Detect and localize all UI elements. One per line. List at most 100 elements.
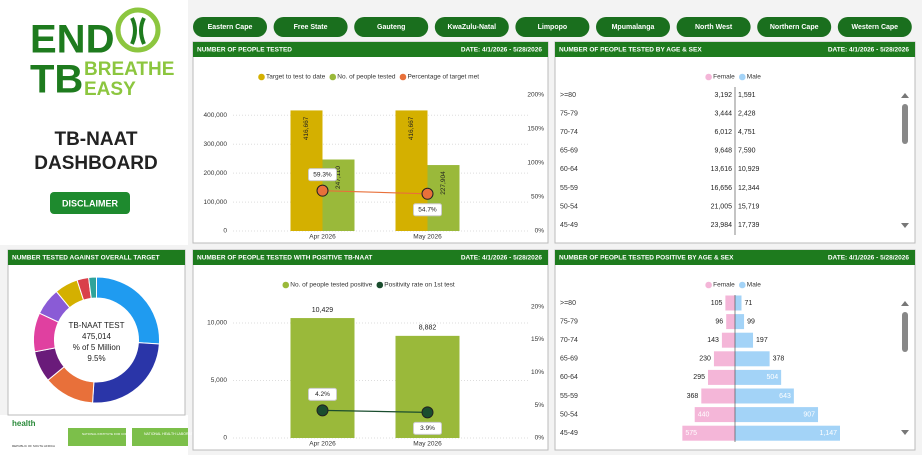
category-label: 60-64 <box>560 374 578 381</box>
legend-marker <box>705 73 712 81</box>
value-label-box <box>308 387 337 401</box>
legend-marker <box>705 281 712 289</box>
value-label-box <box>413 203 442 217</box>
category-label: 50-54 <box>560 203 578 210</box>
pyramid-value-label: 7,590 <box>738 148 756 155</box>
province-button[interactable] <box>757 17 832 37</box>
panel-title: NUMBER OF PEOPLE TESTED BY AGE & SEX <box>559 47 702 54</box>
pyramid-value-label: 105 <box>711 300 723 307</box>
province-button[interactable] <box>515 17 590 37</box>
scroll-up[interactable] <box>901 93 909 98</box>
y2-tick-label: 15% <box>531 336 544 343</box>
donut-center-label: 475,014 <box>82 332 111 341</box>
legend-marker <box>738 73 746 81</box>
pyramid-value-label: 6,012 <box>714 129 732 136</box>
line-value-label: 3.9% <box>420 425 435 432</box>
pyramid-bar <box>735 295 742 311</box>
category-label: >=80 <box>560 92 576 99</box>
disclaimer-label[interactable]: DISCLAIMER <box>62 198 119 208</box>
pyramid-bar <box>682 425 735 441</box>
pyramid-bar <box>735 369 782 385</box>
province-label[interactable]: Eastern Cape <box>208 24 253 31</box>
panel-date: DATE: 4/1/2026 - 5/28/2026 <box>828 47 910 54</box>
scroll-down[interactable] <box>901 223 909 228</box>
panel-title: NUMBER TESTED AGAINST OVERALL TARGET <box>12 255 160 262</box>
pyramid-value-label: 2,428 <box>738 110 756 117</box>
category-label: 70-74 <box>560 337 578 344</box>
y-tick-label: 5,000 <box>211 377 228 384</box>
line-value-label: 4.2% <box>315 391 330 398</box>
bar-value-label: 227,904 <box>440 171 447 195</box>
panel-title: NUMBER OF PEOPLE TESTED <box>197 47 292 54</box>
province-label[interactable]: Western Cape <box>852 24 899 31</box>
donut-center-label: TB-NAAT TEST <box>68 321 124 330</box>
y2-tick-label: 100% <box>527 160 544 167</box>
scroll-thumb[interactable] <box>902 104 908 144</box>
legend-marker <box>282 281 290 289</box>
pyramid-value-label: 295 <box>693 374 705 381</box>
bar-value-label: 247,110 <box>335 166 342 189</box>
pyramid-bar <box>735 407 819 423</box>
pyramid-bar <box>735 388 794 404</box>
province-button[interactable] <box>193 17 267 37</box>
scroll-up[interactable] <box>901 301 909 306</box>
category-label: 45-49 <box>560 430 578 437</box>
province-button[interactable] <box>596 17 670 37</box>
province-button[interactable] <box>434 17 509 37</box>
y2-tick-label: 0% <box>535 435 545 442</box>
category-label: 45-49 <box>560 222 578 229</box>
bar <box>395 335 460 438</box>
scroll-down[interactable] <box>901 430 909 435</box>
pyramid-bar <box>694 407 735 423</box>
province-label[interactable]: KwaZulu-Natal <box>447 24 496 31</box>
pyramid-value-label: 1,147 <box>819 430 837 437</box>
donut-slice <box>88 276 97 299</box>
footer-logo: REPUBLIC OF SOUTH AFRICA <box>12 444 55 448</box>
y2-tick-label: 20% <box>531 303 544 310</box>
logo-text: TB <box>30 58 83 102</box>
y-tick-label: 0 <box>223 228 227 235</box>
panel <box>192 41 549 244</box>
y-tick-label: 100,000 <box>204 199 228 206</box>
province-button[interactable] <box>676 17 751 37</box>
province-label[interactable]: Gauteng <box>377 24 405 31</box>
province-label[interactable]: Limpopo <box>538 24 568 31</box>
province-button[interactable] <box>273 17 348 37</box>
legend-label: Male <box>747 282 761 289</box>
pyramid-value-label: 99 <box>747 318 755 325</box>
province-label[interactable]: Free State <box>294 24 328 31</box>
province-button[interactable] <box>354 17 429 37</box>
y2-tick-label: 200% <box>527 92 544 99</box>
legend-label: Female <box>713 74 735 81</box>
pyramid-value-label: 9,648 <box>714 148 732 155</box>
category-label: 75-79 <box>560 110 578 117</box>
pyramid-value-label: 1,591 <box>738 92 756 99</box>
line-value-label: 54.7% <box>418 207 437 214</box>
province-label[interactable]: North West <box>695 24 733 31</box>
pyramid-bar <box>735 332 754 348</box>
logo-tag: BREATHE <box>84 59 174 80</box>
province-label[interactable]: Northern Cape <box>770 24 819 31</box>
category-label: 60-64 <box>560 166 578 173</box>
province-label[interactable]: Mpumalanga <box>612 24 655 31</box>
panel-header <box>8 250 185 265</box>
category-label: 70-74 <box>560 129 578 136</box>
y-tick-label: 0 <box>223 435 227 442</box>
category-label: 55-59 <box>560 393 578 400</box>
bar <box>290 318 355 438</box>
province-button[interactable] <box>837 17 912 37</box>
pyramid-value-label: 504 <box>766 374 778 381</box>
disclaimer-button[interactable] <box>50 192 130 214</box>
y2-tick-label: 5% <box>535 402 545 409</box>
pyramid-value-label: 230 <box>699 356 711 363</box>
bar-value-label: 8,882 <box>419 325 437 332</box>
bar-value-label: 416,667 <box>303 116 310 140</box>
scroll-thumb[interactable] <box>902 312 908 352</box>
x-tick-label: May 2026 <box>413 441 442 448</box>
value-label-box <box>308 168 337 182</box>
panel-date: DATE: 4/1/2026 - 5/28/2026 <box>828 255 910 262</box>
panel-title: NUMBER OF PEOPLE TESTED WITH POSITIVE TB… <box>197 255 372 262</box>
category-label: 75-79 <box>560 318 578 325</box>
legend-label: Target to test to date <box>266 74 326 81</box>
